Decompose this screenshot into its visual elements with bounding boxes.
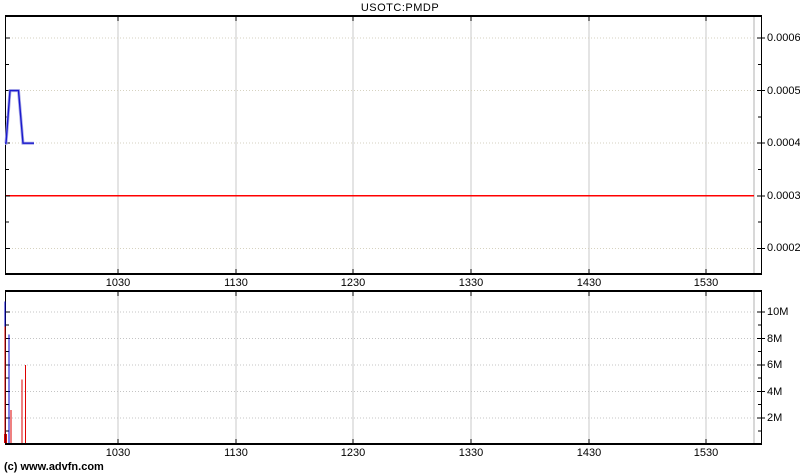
price-y-axis-label: 0.0002 bbox=[767, 242, 800, 255]
x-axis-label-upper: 1230 bbox=[340, 277, 366, 289]
volume-bar bbox=[5, 433, 8, 443]
price-y-axis-label: 0.0005 bbox=[767, 84, 800, 97]
volume-y-axis-label: 4M bbox=[767, 385, 783, 398]
x-axis-label-lower: 1130 bbox=[224, 447, 248, 459]
volume-bar bbox=[4, 326, 6, 443]
chart-title: USOTC:PMDP bbox=[360, 2, 440, 14]
x-axis-label-upper: 1130 bbox=[224, 277, 248, 289]
price-y-axis-label: 0.0004 bbox=[767, 137, 800, 150]
x-axis-label-lower: 1430 bbox=[576, 447, 602, 459]
x-axis-label-lower: 1330 bbox=[458, 447, 484, 459]
volume-bar bbox=[21, 379, 23, 443]
x-axis-label-lower: 1030 bbox=[105, 447, 131, 459]
price-y-axis-label: 0.0006 bbox=[767, 32, 800, 44]
volume-bar bbox=[8, 334, 10, 443]
x-axis-label-upper: 1430 bbox=[576, 277, 602, 289]
x-axis-label-lower: 1530 bbox=[693, 447, 719, 459]
x-axis-label-upper: 1530 bbox=[693, 277, 719, 289]
price-y-axis-label: 0.0003 bbox=[767, 189, 800, 202]
volume-bar bbox=[10, 410, 12, 443]
x-axis-label-upper: 1330 bbox=[458, 277, 484, 289]
price-line bbox=[5, 89, 34, 144]
volume-y-axis-label: 2M bbox=[767, 412, 783, 424]
x-axis-label-lower: 1230 bbox=[340, 447, 366, 459]
volume-y-axis-label: 8M bbox=[767, 332, 783, 345]
volume-bar bbox=[3, 433, 6, 443]
volume-bar bbox=[24, 365, 27, 443]
volume-y-axis-label: 10M bbox=[767, 306, 789, 318]
copyright-text: (c) www.advfn.com bbox=[4, 461, 104, 473]
volume-y-axis-label: 6M bbox=[767, 359, 783, 371]
x-axis-label-upper: 1030 bbox=[105, 277, 131, 289]
